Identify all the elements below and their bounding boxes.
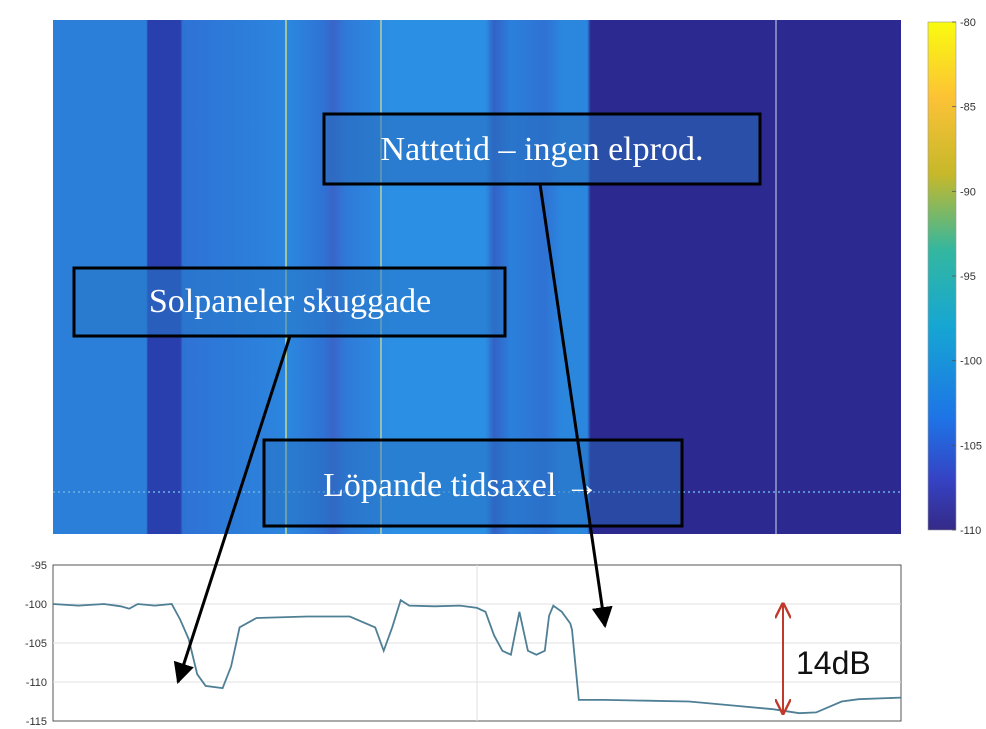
- annotation-time-axis-box: [262, 438, 684, 528]
- annotation-night: Nattetid – ingen elprod.: [322, 112, 762, 186]
- annotation-night-box: [322, 112, 762, 186]
- line-chart-panel: -95 -100 -105 -110 -115: [25, 560, 902, 728]
- annotation-time-axis: Löpande tidsaxel →: [262, 438, 684, 528]
- colorbar-gradient: [927, 21, 957, 531]
- colorbar-tick-label: -80: [960, 17, 976, 29]
- y-tick-label: -115: [26, 716, 47, 728]
- line-chart-y-ticks: -95 -100 -105 -110 -115: [25, 560, 47, 728]
- colorbar-ticks: -80 -85 -90 -95 -100 -105 -110: [952, 17, 982, 537]
- db-label: 14dB: [796, 645, 871, 681]
- pointer-arrow-shaded: [173, 335, 292, 684]
- y-tick-label: -110: [26, 677, 47, 689]
- colorbar-tick-label: -105: [960, 440, 982, 452]
- pointer-arrow-night: [538, 183, 613, 629]
- line-chart-grid: [53, 565, 901, 721]
- annotation-time-axis-label: Löpande tidsaxel →: [323, 467, 599, 504]
- colorbar-tick-label: -110: [960, 525, 981, 537]
- annotation-shaded: Solpaneler skuggade: [72, 266, 507, 338]
- colorbar-tick-label: -95: [960, 271, 976, 283]
- annotation-shaded-box: [72, 266, 507, 338]
- annotation-shaded-label: Solpaneler skuggade: [149, 283, 431, 320]
- signal-line: [52, 598, 902, 715]
- db-annotation: 14dB: [783, 604, 871, 713]
- colorbar-tick-label: -90: [960, 186, 976, 198]
- y-tick-label: -105: [25, 638, 47, 650]
- y-tick-label: -100: [25, 599, 47, 611]
- colorbar-tick-label: -85: [960, 102, 976, 114]
- colorbar: -80 -85 -90 -95 -100 -105 -110: [927, 17, 982, 537]
- annotation-night-label: Nattetid – ingen elprod.: [381, 131, 704, 168]
- colorbar-tick-label: -100: [960, 356, 982, 368]
- y-tick-label: -95: [31, 560, 47, 572]
